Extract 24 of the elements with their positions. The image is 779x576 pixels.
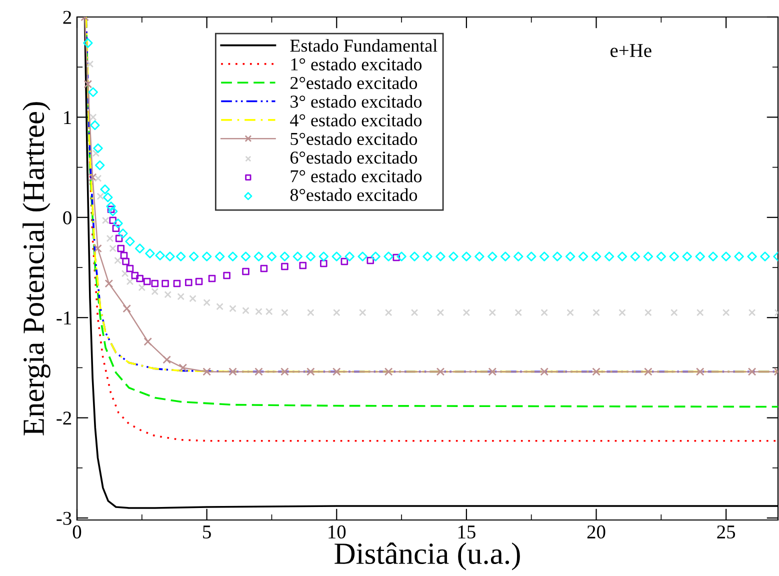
x-tick-label: 25 (717, 525, 736, 539)
y-tick-label: 1 (64, 111, 71, 124)
legend-label: 2°estado excitado (290, 76, 418, 90)
x-axis-title: Distância (u.a.) (334, 542, 520, 570)
legend-label: 4° estado excitado (290, 114, 422, 126)
y-tick-label: -2 (56, 412, 72, 425)
x-tick-label: 5 (203, 526, 211, 539)
y-tick-label: 0 (63, 211, 72, 224)
x-tick-label: 0 (72, 525, 82, 539)
x-tick-label: 20 (587, 525, 606, 539)
legend-label: Estado Fundamental (290, 39, 438, 52)
legend-label: 7° estado excitado (290, 170, 422, 182)
y-tick-label: 2 (63, 10, 72, 24)
y-tick-label: -3 (56, 512, 72, 525)
y-tick-label: -1 (56, 312, 71, 324)
annotation: e+He (610, 44, 652, 58)
y-axis-title: Energia Potencial (Hartree) (22, 102, 50, 436)
legend-label: 1° estado excitado (291, 58, 422, 70)
legend-label: 5°estado excitado (290, 132, 418, 146)
legend-label: 8°estado excitado (290, 188, 418, 202)
x-tick-label: 10 (328, 525, 346, 539)
x-tick-label: 15 (458, 526, 476, 539)
legend-label: 6°estado excitado (290, 151, 418, 164)
legend-label: 3° estado excitado (290, 95, 422, 108)
